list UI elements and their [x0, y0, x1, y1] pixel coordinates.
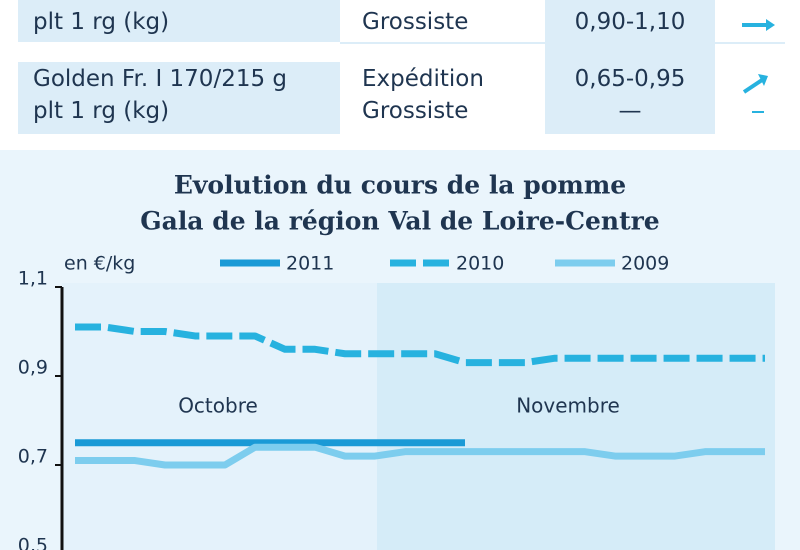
cell: 0,65-0,95 —	[574, 66, 686, 124]
month-label: Octobre	[178, 394, 258, 418]
y-tick-label: 0,5	[18, 535, 48, 550]
cell: Expédition Grossiste	[362, 66, 484, 124]
cell-bg	[545, 0, 715, 42]
cell: 0,90-1,10	[574, 9, 686, 35]
cell-bg	[545, 42, 715, 134]
legend-label: 2011	[286, 253, 334, 275]
series-line	[75, 323, 765, 367]
y-tick-label: 0,7	[18, 446, 48, 468]
legend-label: 2010	[456, 253, 504, 275]
chart-title: Gala de la région Val de Loire-Centre	[140, 207, 659, 236]
y-tick-label: 0,9	[18, 357, 48, 379]
chart-title: Evolution du cours de la pomme	[174, 171, 626, 200]
cell: plt 1 rg (kg)	[33, 9, 170, 35]
row-rule	[340, 42, 545, 44]
cell-bg	[18, 62, 340, 134]
legend-label: 2009	[621, 253, 669, 275]
cell: Grossiste	[362, 9, 469, 35]
month-band	[377, 283, 775, 550]
row-rule	[715, 42, 785, 44]
y-unit-label: en €/kg	[64, 253, 135, 275]
series-line	[75, 443, 765, 469]
month-label: Novembre	[516, 394, 620, 418]
y-tick-label: 1,1	[18, 268, 48, 290]
cell: Golden Fr. I 170/215 g plt 1 rg (kg)	[33, 66, 287, 124]
trend-icon	[742, 19, 775, 113]
cell-bg	[18, 0, 340, 42]
